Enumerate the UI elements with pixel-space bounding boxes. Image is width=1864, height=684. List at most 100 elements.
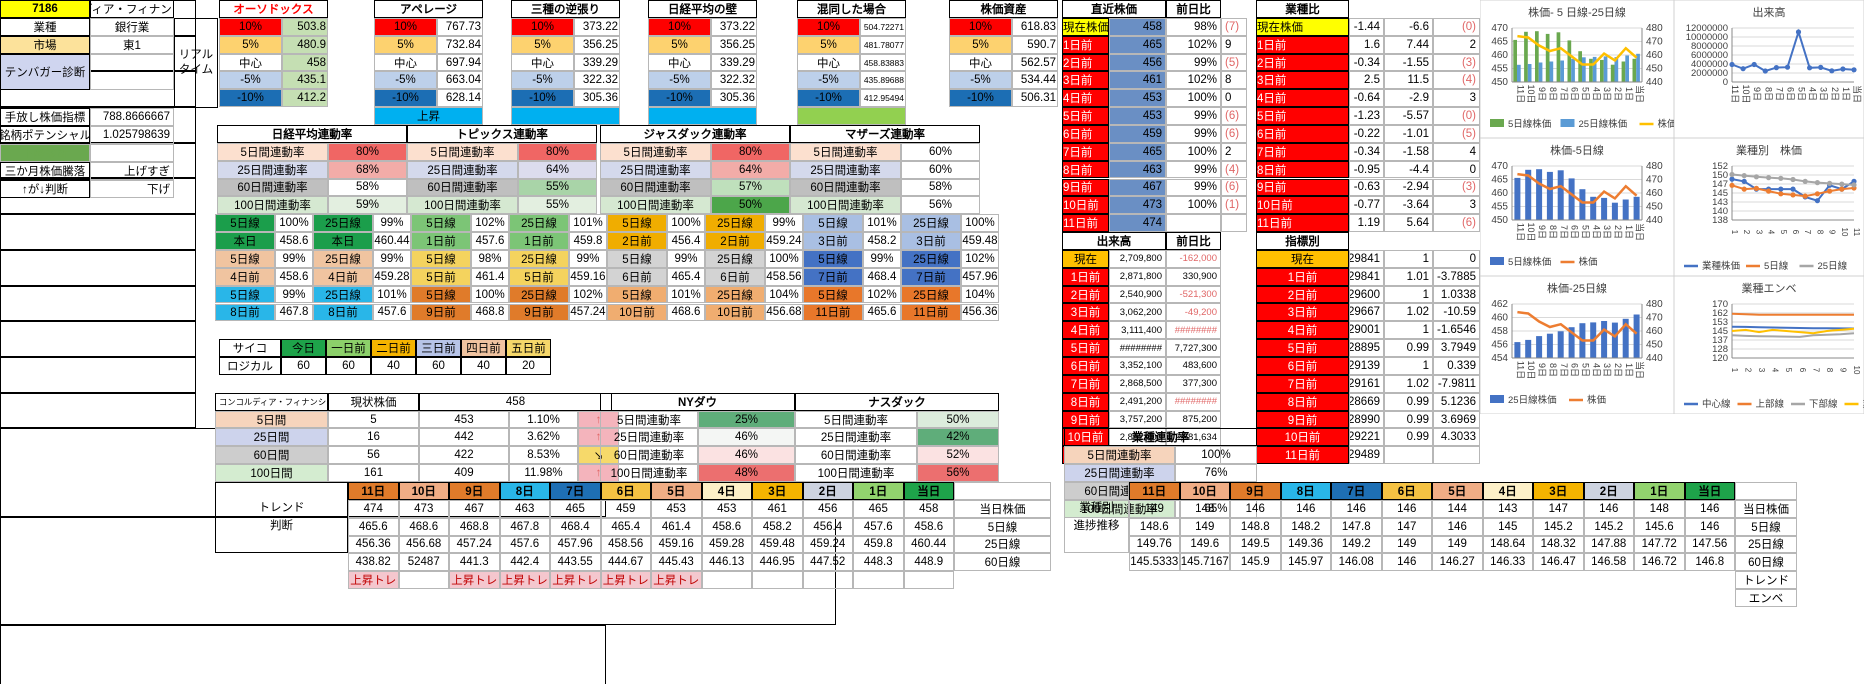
- svg-text:11日: 11日: [1730, 85, 1740, 103]
- svg-text:454: 454: [1491, 353, 1508, 364]
- svg-text:1日: 1日: [1624, 363, 1634, 377]
- svg-text:3日: 3日: [1602, 87, 1612, 101]
- svg-text:業種エンベ: 業種エンベ: [1742, 281, 1797, 295]
- svg-text:450: 450: [1491, 215, 1508, 226]
- svg-text:450: 450: [1646, 64, 1663, 75]
- svg-text:9日: 9日: [1537, 363, 1547, 377]
- svg-text:業種株価: 業種株価: [1702, 260, 1741, 272]
- svg-text:450: 450: [1646, 202, 1663, 213]
- svg-text:9: 9: [1828, 230, 1837, 235]
- svg-text:当日: 当日: [1635, 85, 1646, 103]
- svg-text:440: 440: [1646, 77, 1663, 88]
- svg-text:480: 480: [1646, 161, 1663, 172]
- svg-text:10日: 10日: [1526, 360, 1536, 379]
- svg-text:1: 1: [1730, 368, 1739, 373]
- svg-text:440: 440: [1646, 353, 1663, 364]
- svg-text:上部線: 上部線: [1756, 398, 1785, 410]
- svg-text:4: 4: [1767, 230, 1776, 235]
- svg-text:465: 465: [1491, 175, 1508, 186]
- svg-text:5日線株価: 5日線株価: [1508, 118, 1552, 130]
- svg-text:8日: 8日: [1763, 87, 1773, 101]
- svg-text:4日: 4日: [1808, 87, 1818, 101]
- svg-text:当日: 当日: [1635, 223, 1646, 241]
- svg-text:470: 470: [1491, 23, 1508, 34]
- svg-text:11日: 11日: [1515, 361, 1525, 379]
- svg-text:2: 2: [1744, 368, 1753, 373]
- svg-text:5日: 5日: [1580, 363, 1590, 377]
- svg-text:470: 470: [1646, 313, 1663, 324]
- svg-text:4: 4: [1771, 368, 1780, 373]
- svg-text:3日: 3日: [1602, 363, 1612, 377]
- svg-text:470: 470: [1646, 37, 1663, 48]
- svg-text:5日: 5日: [1797, 87, 1807, 101]
- svg-text:455: 455: [1491, 64, 1508, 75]
- svg-text:株価-25日線: 株価-25日線: [1547, 281, 1607, 295]
- svg-text:株価: 株価: [1579, 256, 1599, 268]
- svg-text:1日: 1日: [1624, 87, 1634, 101]
- svg-text:1日: 1日: [1841, 87, 1851, 101]
- svg-text:450: 450: [1491, 77, 1508, 88]
- svg-text:8日: 8日: [1548, 87, 1558, 101]
- svg-text:25日線株価: 25日線株価: [1579, 118, 1628, 130]
- svg-text:8日: 8日: [1548, 363, 1558, 377]
- svg-text:7日: 7日: [1559, 87, 1569, 101]
- svg-text:3: 3: [1757, 368, 1766, 373]
- svg-text:470: 470: [1491, 161, 1508, 172]
- svg-text:6日: 6日: [1786, 87, 1796, 101]
- svg-text:11: 11: [1852, 228, 1861, 237]
- svg-text:462: 462: [1491, 299, 1508, 310]
- svg-text:8日: 8日: [1548, 225, 1558, 239]
- svg-text:9日: 9日: [1752, 87, 1762, 101]
- svg-text:440: 440: [1646, 215, 1663, 226]
- svg-text:7日: 7日: [1774, 87, 1784, 101]
- svg-text:1: 1: [1730, 230, 1739, 235]
- svg-text:470: 470: [1646, 175, 1663, 186]
- svg-text:456: 456: [1491, 340, 1508, 351]
- svg-text:9日: 9日: [1537, 87, 1547, 101]
- svg-text:中心線: 中心線: [1702, 398, 1731, 410]
- svg-text:株価-5日線: 株価-5日線: [1550, 143, 1604, 157]
- svg-text:5日: 5日: [1580, 87, 1590, 101]
- svg-text:458: 458: [1491, 326, 1508, 337]
- svg-text:10: 10: [1840, 228, 1849, 237]
- svg-text:2日: 2日: [1613, 225, 1623, 239]
- svg-text:7: 7: [1811, 368, 1820, 373]
- svg-text:480: 480: [1646, 23, 1663, 34]
- svg-text:455: 455: [1491, 202, 1508, 213]
- svg-text:4日: 4日: [1591, 225, 1601, 239]
- svg-text:460: 460: [1646, 326, 1663, 337]
- svg-text:株価- 5 日線-25日線: 株価- 5 日線-25日線: [1528, 5, 1626, 19]
- svg-text:10日: 10日: [1526, 84, 1536, 103]
- svg-text:460: 460: [1491, 313, 1508, 324]
- svg-text:4日: 4日: [1591, 363, 1601, 377]
- svg-text:12000000: 12000000: [1686, 23, 1728, 34]
- svg-text:10日: 10日: [1741, 84, 1751, 103]
- svg-text:5日: 5日: [1580, 225, 1590, 239]
- svg-text:465: 465: [1491, 37, 1508, 48]
- svg-text:460: 460: [1491, 50, 1508, 61]
- svg-text:152: 152: [1712, 161, 1728, 172]
- svg-text:3日: 3日: [1602, 225, 1612, 239]
- svg-text:5日線株価: 5日線株価: [1508, 256, 1552, 268]
- svg-text:7日: 7日: [1559, 363, 1569, 377]
- svg-text:8: 8: [1825, 368, 1834, 373]
- svg-text:3: 3: [1754, 230, 1763, 235]
- svg-text:5: 5: [1784, 368, 1793, 373]
- svg-text:当日: 当日: [1852, 85, 1863, 103]
- svg-text:出来高: 出来高: [1753, 5, 1786, 19]
- svg-text:170: 170: [1712, 299, 1728, 310]
- svg-text:6日: 6日: [1570, 87, 1580, 101]
- svg-text:当日: 当日: [1635, 361, 1646, 379]
- svg-text:業種別 株価: 業種別 株価: [1736, 143, 1802, 157]
- svg-text:460: 460: [1646, 188, 1663, 199]
- svg-text:2日: 2日: [1830, 87, 1840, 101]
- svg-text:5日線: 5日線: [1764, 260, 1789, 272]
- svg-text:2日: 2日: [1613, 87, 1623, 101]
- svg-text:6日: 6日: [1570, 225, 1580, 239]
- svg-text:8: 8: [1815, 230, 1824, 235]
- svg-text:3日: 3日: [1819, 87, 1829, 101]
- svg-text:2日: 2日: [1613, 363, 1623, 377]
- svg-text:2: 2: [1742, 230, 1751, 235]
- svg-text:株価: 株価: [1658, 118, 1675, 130]
- svg-text:6: 6: [1798, 368, 1807, 373]
